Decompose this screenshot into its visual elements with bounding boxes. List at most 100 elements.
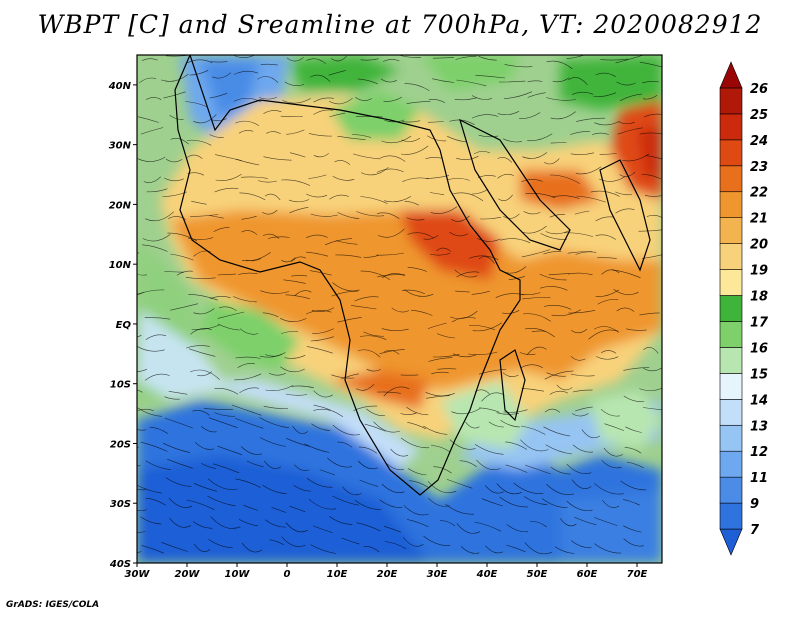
- streamline: [471, 114, 499, 119]
- streamline: [497, 111, 520, 116]
- streamline: [288, 199, 310, 203]
- streamline: [571, 479, 592, 489]
- streamline: [283, 279, 306, 284]
- streamline: [164, 271, 185, 273]
- streamline: [381, 328, 409, 331]
- streamline: [193, 114, 217, 124]
- lat-tick-label: 20N: [109, 200, 132, 211]
- streamline: [436, 247, 451, 252]
- streamline: [642, 81, 660, 84]
- streamline: [473, 151, 491, 155]
- streamline: [209, 92, 228, 99]
- streamline: [574, 210, 590, 215]
- streamline: [594, 121, 620, 126]
- streamline: [425, 157, 442, 160]
- streamline: [313, 408, 344, 417]
- streamline: [522, 152, 548, 159]
- streamline: [308, 133, 333, 137]
- streamline: [281, 331, 298, 334]
- streamline: [520, 425, 546, 435]
- streamline: [331, 374, 355, 379]
- streamline: [594, 517, 618, 526]
- streamline: [142, 244, 168, 252]
- streamline: [313, 97, 335, 103]
- streamline: [539, 273, 567, 281]
- streamline: [460, 546, 480, 554]
- streamline: [481, 498, 503, 507]
- streamline: [469, 255, 499, 260]
- streamline: [139, 77, 157, 84]
- streamline: [548, 273, 570, 276]
- streamline: [141, 545, 164, 554]
- streamline: [604, 423, 625, 431]
- streamline: [189, 70, 209, 76]
- streamline: [241, 542, 263, 553]
- streamline: [485, 545, 504, 554]
- streamline: [208, 538, 233, 548]
- streamline: [214, 412, 236, 417]
- streamline: [294, 290, 312, 297]
- streamline: [263, 156, 292, 161]
- streamline: [437, 368, 457, 370]
- streamline: [454, 97, 478, 101]
- coastlines: [174, 55, 651, 496]
- streamline: [531, 330, 546, 332]
- streamline: [209, 134, 224, 138]
- streamline: [431, 445, 451, 453]
- streamline: [264, 193, 281, 201]
- streamline: [190, 214, 219, 218]
- streamline: [450, 310, 478, 320]
- streamline: [544, 370, 574, 380]
- streamline: [332, 424, 360, 436]
- streamline: [239, 192, 266, 201]
- streamline: [234, 373, 262, 381]
- streamline: [264, 519, 286, 528]
- streamline: [449, 231, 468, 237]
- lon-tick-label: 30W: [125, 569, 151, 580]
- streamline: [459, 460, 477, 468]
- streamline: [357, 78, 378, 85]
- streamline: [545, 230, 570, 235]
- colorbar-label: 23: [750, 160, 768, 175]
- streamline: [455, 290, 470, 293]
- streamline: [568, 310, 596, 314]
- streamline: [163, 91, 186, 99]
- streamline: [168, 391, 188, 395]
- streamline: [305, 234, 328, 239]
- streamline: [263, 405, 288, 409]
- streamline: [306, 477, 333, 488]
- streamline: [233, 296, 257, 303]
- streamline: [427, 322, 447, 329]
- streamline: [169, 517, 192, 528]
- streamline: [165, 55, 192, 57]
- streamline: [144, 373, 170, 381]
- streamline: [554, 546, 575, 554]
- streamline: [310, 336, 334, 342]
- streamline: [161, 542, 188, 552]
- streamline: [331, 290, 359, 297]
- streamline: [260, 290, 289, 294]
- streamline: [215, 174, 242, 181]
- streamline: [423, 425, 448, 435]
- streamline: [576, 117, 606, 122]
- streamline: [426, 175, 450, 179]
- streamline: [353, 153, 381, 160]
- streamline: [271, 507, 287, 513]
- streamline: [245, 258, 262, 262]
- streamline: [496, 483, 522, 495]
- streamline: [164, 177, 184, 182]
- streamline: [543, 251, 562, 255]
- streamline: [439, 520, 456, 527]
- streamline: [291, 275, 308, 277]
- streamline: [402, 536, 424, 547]
- streamline: [454, 269, 478, 278]
- streamline: [478, 56, 497, 61]
- streamline: [211, 118, 227, 121]
- streamline: [146, 188, 168, 193]
- streamline: [406, 101, 431, 104]
- streamline: [305, 251, 328, 257]
- streamline: [381, 483, 405, 493]
- streamline: [241, 251, 271, 262]
- streamline: [280, 366, 305, 373]
